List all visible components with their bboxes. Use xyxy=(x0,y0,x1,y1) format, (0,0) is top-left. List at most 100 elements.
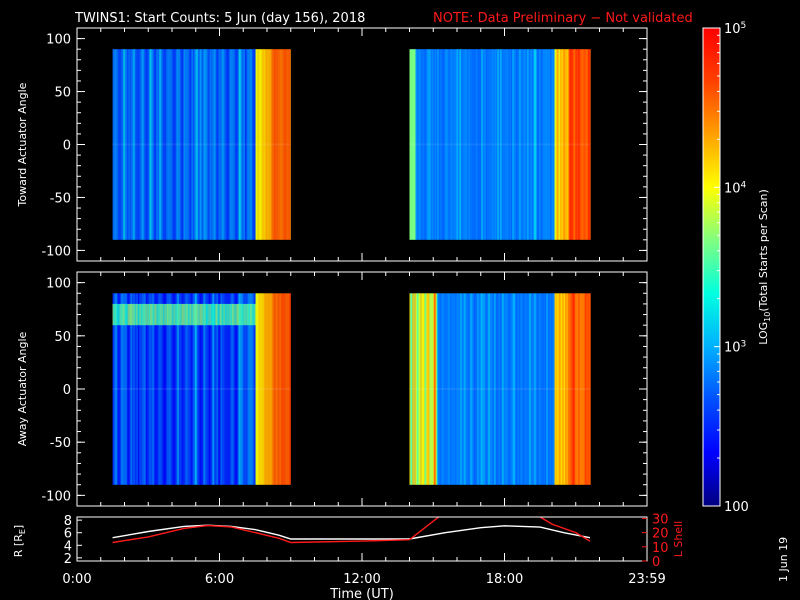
heatmap-band xyxy=(227,303,229,326)
heatmap-column xyxy=(206,293,208,485)
heatmap-column xyxy=(250,293,252,485)
heatmap-column xyxy=(432,293,434,485)
heatmap-column xyxy=(556,49,558,240)
heatmap-column xyxy=(459,49,461,240)
heatmap-column xyxy=(253,293,255,485)
heatmap-band xyxy=(195,303,197,326)
heatmap-column xyxy=(562,293,564,485)
heatmap-column xyxy=(284,49,286,240)
heatmap-column xyxy=(480,293,482,485)
heatmap-band xyxy=(118,303,120,326)
heatmap-band xyxy=(155,303,157,326)
heatmap-column xyxy=(493,49,495,240)
heatmap-column xyxy=(471,293,473,485)
heatmap-column xyxy=(252,49,254,240)
heatmap-column xyxy=(194,49,196,240)
heatmap-column xyxy=(535,293,537,485)
heatmap-band xyxy=(164,303,166,326)
heatmap-column xyxy=(236,49,238,240)
heatmap-band xyxy=(166,303,168,326)
heatmap-column xyxy=(542,49,544,240)
right-y-tick-label: 0 xyxy=(652,555,660,570)
heatmap-column xyxy=(232,49,234,240)
heatmap-band xyxy=(193,303,195,326)
heatmap-column xyxy=(153,49,155,240)
heatmap-column xyxy=(181,49,183,240)
heatmap-column xyxy=(440,293,442,485)
heatmap-column xyxy=(462,49,464,240)
heatmap-column xyxy=(589,293,591,485)
heatmap-column xyxy=(128,293,130,485)
heatmap-band xyxy=(158,303,160,326)
heatmap-column xyxy=(186,49,188,240)
heatmap-column xyxy=(127,293,129,485)
heatmap-band xyxy=(186,303,188,326)
heatmap-column xyxy=(436,293,438,485)
heatmap-column xyxy=(452,293,454,485)
heatmap-band xyxy=(248,303,250,326)
heatmap-column xyxy=(273,49,275,240)
heatmap-column xyxy=(545,49,547,240)
heatmap-column xyxy=(511,49,513,240)
heatmap-column xyxy=(457,49,459,240)
heatmap-column xyxy=(502,49,504,240)
heatmap-column xyxy=(472,49,474,240)
heatmap-column xyxy=(209,49,211,240)
heatmap-column xyxy=(415,49,417,240)
heatmap-column xyxy=(464,49,466,240)
heatmap-column xyxy=(476,293,478,485)
heatmap-column xyxy=(515,293,517,485)
heatmap-band xyxy=(179,303,181,326)
heatmap-column xyxy=(118,293,120,485)
heatmap-column xyxy=(275,49,277,240)
heatmap-column xyxy=(577,293,579,485)
heatmap-column xyxy=(115,293,117,485)
heatmap-column xyxy=(155,49,157,240)
heatmap-column xyxy=(188,49,190,240)
heatmap-column xyxy=(258,293,260,485)
heatmap-column xyxy=(144,293,146,485)
heatmap-column xyxy=(446,293,448,485)
heatmap-column xyxy=(574,293,576,485)
heatmap-band xyxy=(175,303,177,326)
heatmap-column xyxy=(583,293,585,485)
heatmap-column xyxy=(524,49,526,240)
heatmap-column xyxy=(282,49,284,240)
heatmap-column xyxy=(119,49,121,240)
heatmap-column xyxy=(229,49,231,240)
heatmap-column xyxy=(489,293,491,485)
heatmap-column xyxy=(270,49,272,240)
heatmap-column xyxy=(441,49,443,240)
heatmap-column xyxy=(172,49,174,240)
heatmap-column xyxy=(542,293,544,485)
heatmap-column xyxy=(143,293,145,485)
heatmap-column xyxy=(508,293,510,485)
heatmap-band xyxy=(249,303,251,326)
heatmap-column xyxy=(145,293,147,485)
heatmap-column xyxy=(267,49,269,240)
heatmap-band xyxy=(120,303,122,326)
heatmap-column xyxy=(579,49,581,240)
heatmap-column xyxy=(204,49,206,240)
x-tick-label: 23:59 xyxy=(628,572,665,587)
heatmap-column xyxy=(202,49,204,240)
heatmap-band xyxy=(219,303,221,326)
heatmap-column xyxy=(170,293,172,485)
heatmap-column xyxy=(498,49,500,240)
heatmap-band xyxy=(172,303,174,326)
x-tick-label: 0:00 xyxy=(62,572,91,587)
heatmap-column xyxy=(227,49,229,240)
heatmap-column xyxy=(463,49,465,240)
colorbar-gradient xyxy=(703,28,720,506)
heatmap-column xyxy=(140,49,142,240)
heatmap-column xyxy=(208,293,210,485)
heatmap-band xyxy=(150,303,152,326)
heatmap-column xyxy=(585,49,587,240)
heatmap-column xyxy=(276,49,278,240)
heatmap-column xyxy=(540,293,542,485)
heatmap-column xyxy=(210,49,212,240)
heatmap-band xyxy=(212,303,214,326)
heatmap-column xyxy=(287,49,289,240)
heatmap-band xyxy=(240,303,242,326)
